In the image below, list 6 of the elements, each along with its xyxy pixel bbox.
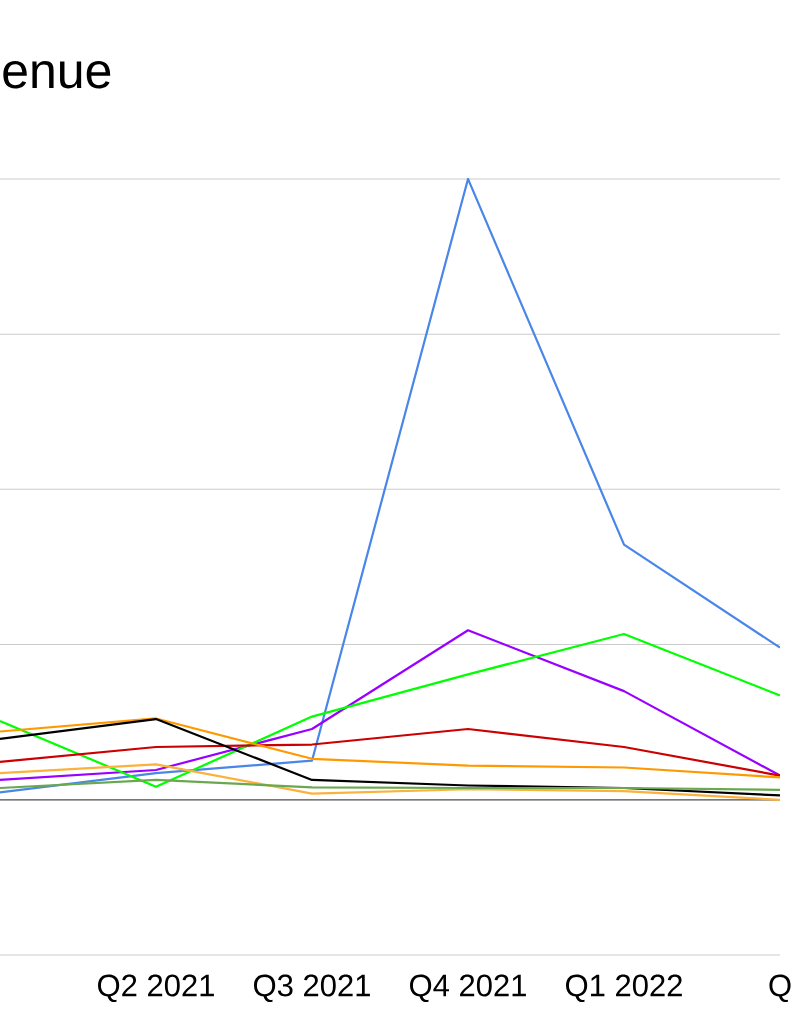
x-tick-label: Q	[769, 974, 791, 1003]
chart-title: enue	[3, 61, 111, 89]
x-tick-label: Q3 2021	[254, 974, 370, 1003]
x-tick-label: Q2 2021	[98, 974, 214, 1003]
x-tick-label: Q4 2021	[410, 974, 526, 1003]
x-tick-label: Q1 2022	[566, 974, 682, 1003]
